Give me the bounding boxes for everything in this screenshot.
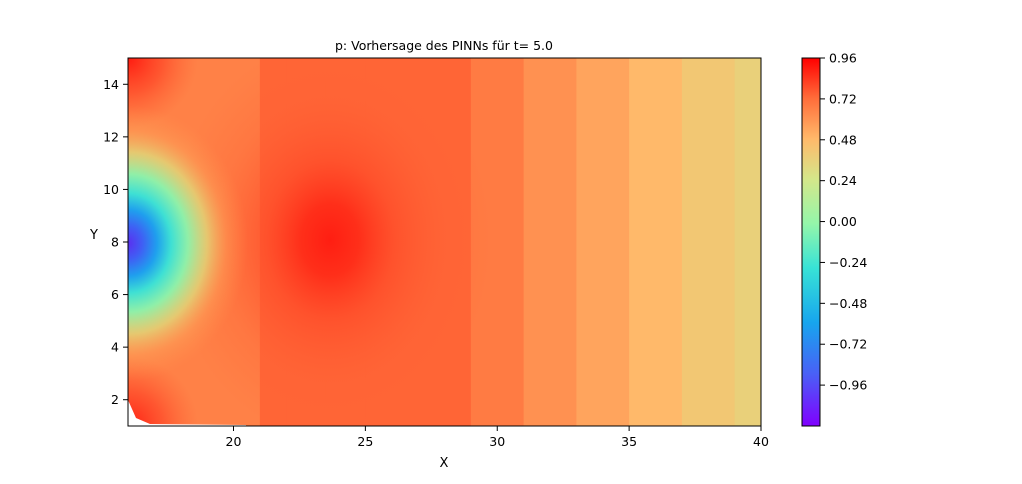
- y-axis-label: Y: [89, 228, 98, 243]
- colorbar-tick-label: 0.24: [829, 173, 857, 188]
- y-tick-label: 4: [111, 340, 119, 355]
- colorbar-tick-label: 0.48: [829, 132, 857, 147]
- x-axis: 20 25 30 35 40: [226, 426, 769, 449]
- x-tick-label: 20: [226, 434, 242, 449]
- colorbar-tick-label: 0.72: [829, 91, 857, 106]
- contour-plot-area: [128, 58, 761, 426]
- y-tick-label: 6: [111, 287, 119, 302]
- y-tick-label: 14: [103, 77, 119, 92]
- x-tick-label: 40: [753, 434, 769, 449]
- chart-title: p: Vorhersage des PINNs für t= 5.0: [335, 38, 553, 53]
- unfilled-corner: [128, 400, 246, 426]
- colorbar-tick-label: −0.48: [829, 296, 867, 311]
- colorbar-ticks: 0.96 0.72 0.48 0.24 0.00 −0.24 −0.48 −0.72 −0.96: [820, 51, 867, 393]
- y-tick-label: 2: [111, 392, 119, 407]
- colorbar-tick-label: −0.24: [829, 255, 867, 270]
- y-tick-label: 12: [103, 129, 119, 144]
- x-tick-label: 30: [489, 434, 505, 449]
- colorbar-frame: [801, 57, 821, 427]
- low-pressure-region: [128, 58, 761, 426]
- x-tick-label: 25: [357, 434, 373, 449]
- y-tick-label: 10: [103, 182, 119, 197]
- colorbar-tick-label: −0.96: [829, 378, 867, 393]
- x-tick-label: 35: [621, 434, 637, 449]
- colorbar: [802, 58, 820, 426]
- x-axis-label: X: [440, 456, 449, 471]
- colorbar-tick-label: 0.00: [829, 214, 857, 229]
- y-axis: 2 4 6 8 10 12 14: [103, 77, 128, 407]
- colorbar-tick-label: −0.72: [829, 337, 867, 352]
- colorbar-tick-label: 0.96: [829, 51, 857, 66]
- y-tick-label: 8: [111, 235, 119, 250]
